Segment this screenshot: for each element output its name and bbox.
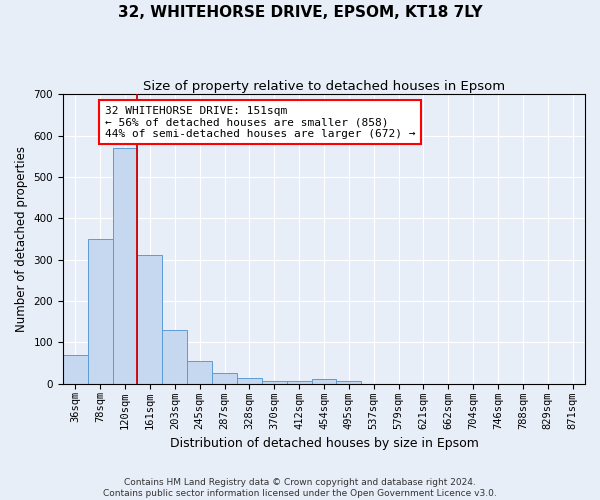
Bar bbox=[237, 378, 262, 384]
Bar bbox=[113, 148, 137, 384]
Bar bbox=[287, 380, 311, 384]
Title: Size of property relative to detached houses in Epsom: Size of property relative to detached ho… bbox=[143, 80, 505, 93]
X-axis label: Distribution of detached houses by size in Epsom: Distribution of detached houses by size … bbox=[170, 437, 478, 450]
Text: 32 WHITEHORSE DRIVE: 151sqm
← 56% of detached houses are smaller (858)
44% of se: 32 WHITEHORSE DRIVE: 151sqm ← 56% of det… bbox=[104, 106, 415, 139]
Bar bbox=[187, 361, 212, 384]
Bar bbox=[262, 380, 287, 384]
Bar bbox=[137, 256, 163, 384]
Bar bbox=[311, 380, 337, 384]
Text: 32, WHITEHORSE DRIVE, EPSOM, KT18 7LY: 32, WHITEHORSE DRIVE, EPSOM, KT18 7LY bbox=[118, 5, 482, 20]
Y-axis label: Number of detached properties: Number of detached properties bbox=[15, 146, 28, 332]
Bar bbox=[163, 330, 187, 384]
Bar bbox=[337, 382, 361, 384]
Bar bbox=[212, 373, 237, 384]
Bar bbox=[88, 239, 113, 384]
Bar bbox=[63, 354, 88, 384]
Text: Contains HM Land Registry data © Crown copyright and database right 2024.
Contai: Contains HM Land Registry data © Crown c… bbox=[103, 478, 497, 498]
